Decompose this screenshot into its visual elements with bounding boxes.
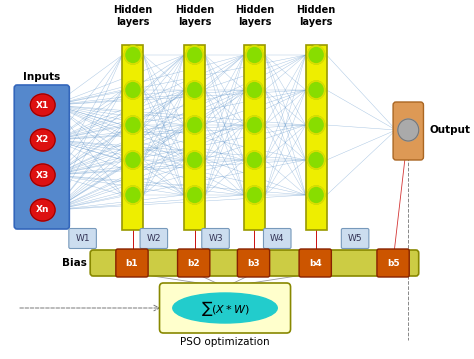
Text: Hidden
layers: Hidden layers [297, 5, 336, 27]
Text: Output: Output [429, 125, 470, 135]
Circle shape [124, 151, 141, 169]
FancyBboxPatch shape [122, 45, 143, 230]
FancyBboxPatch shape [184, 45, 205, 230]
Circle shape [246, 81, 263, 99]
Circle shape [186, 151, 203, 169]
Text: X3: X3 [36, 171, 49, 180]
Text: W1: W1 [75, 234, 90, 243]
Circle shape [124, 116, 141, 134]
Circle shape [246, 46, 263, 64]
Circle shape [186, 116, 203, 134]
FancyBboxPatch shape [299, 249, 331, 277]
Ellipse shape [30, 164, 55, 186]
Circle shape [186, 46, 203, 64]
Text: $\sum(X * W)$: $\sum(X * W)$ [201, 298, 249, 317]
FancyBboxPatch shape [90, 250, 419, 276]
Circle shape [308, 46, 325, 64]
FancyBboxPatch shape [244, 45, 265, 230]
Text: b1: b1 [126, 258, 138, 267]
Text: b2: b2 [187, 258, 200, 267]
Circle shape [246, 151, 263, 169]
Text: Bias: Bias [63, 258, 87, 268]
Text: Inputs: Inputs [23, 72, 60, 82]
Text: X1: X1 [36, 101, 49, 109]
Circle shape [246, 116, 263, 134]
Text: b3: b3 [247, 258, 260, 267]
FancyBboxPatch shape [393, 102, 423, 160]
Circle shape [246, 186, 263, 204]
FancyBboxPatch shape [202, 228, 229, 248]
Circle shape [124, 186, 141, 204]
Circle shape [398, 119, 419, 141]
Text: PSO optimization: PSO optimization [180, 337, 270, 347]
Circle shape [186, 186, 203, 204]
FancyBboxPatch shape [264, 228, 291, 248]
Circle shape [124, 46, 141, 64]
FancyBboxPatch shape [140, 228, 168, 248]
Circle shape [308, 116, 325, 134]
Text: W5: W5 [348, 234, 363, 243]
Text: Hidden
layers: Hidden layers [113, 5, 153, 27]
Text: Hidden
layers: Hidden layers [175, 5, 214, 27]
Text: b5: b5 [387, 258, 400, 267]
FancyBboxPatch shape [341, 228, 369, 248]
Text: W2: W2 [146, 234, 161, 243]
FancyBboxPatch shape [178, 249, 210, 277]
Text: Hidden
layers: Hidden layers [235, 5, 274, 27]
Text: X2: X2 [36, 135, 49, 145]
FancyBboxPatch shape [306, 45, 327, 230]
FancyBboxPatch shape [14, 85, 69, 229]
FancyBboxPatch shape [237, 249, 270, 277]
Circle shape [308, 81, 325, 99]
FancyBboxPatch shape [377, 249, 409, 277]
Ellipse shape [30, 94, 55, 116]
Ellipse shape [173, 293, 277, 323]
Circle shape [186, 81, 203, 99]
Text: Xn: Xn [36, 205, 49, 214]
Circle shape [308, 151, 325, 169]
FancyBboxPatch shape [116, 249, 148, 277]
Circle shape [308, 186, 325, 204]
Text: b4: b4 [309, 258, 321, 267]
Ellipse shape [30, 129, 55, 151]
Text: W4: W4 [270, 234, 284, 243]
FancyBboxPatch shape [160, 283, 291, 333]
Circle shape [124, 81, 141, 99]
Ellipse shape [30, 199, 55, 221]
Text: W3: W3 [208, 234, 223, 243]
FancyBboxPatch shape [69, 228, 96, 248]
